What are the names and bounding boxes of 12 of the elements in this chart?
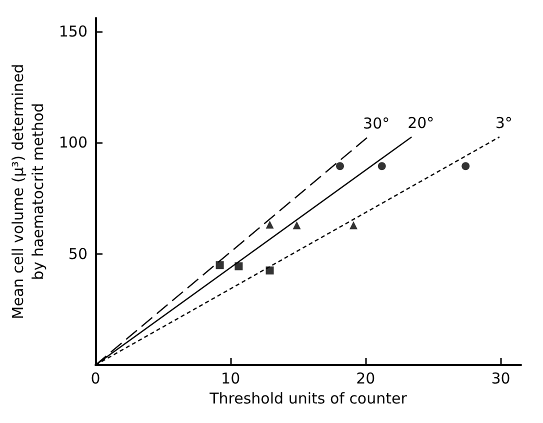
- y-tick-label: 100: [58, 134, 88, 152]
- y-tick-label: 50: [68, 244, 88, 263]
- x-tick-label: 20: [356, 370, 376, 388]
- series-label: 20°: [408, 114, 434, 132]
- x-tick-label: 30: [491, 370, 510, 388]
- y-axis-title: Mean cell volume (μ³) determined by haematocrit method: [9, 64, 47, 320]
- series-label: 30°: [363, 114, 390, 133]
- y-tick-label: 150: [58, 22, 88, 40]
- x-tick-label: 10: [221, 370, 240, 388]
- x-axis-title: Threshold units of counter: [208, 389, 408, 408]
- x-tick-label: 0: [90, 370, 100, 388]
- series-label: 3°: [495, 114, 512, 132]
